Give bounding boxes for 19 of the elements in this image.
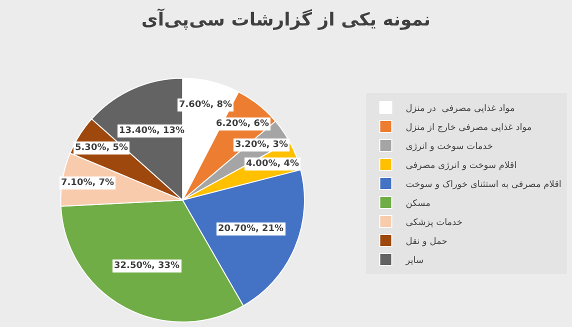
legend-label: خدمات سوخت و انرژی bbox=[406, 142, 493, 152]
data-label: 6.20%, 6% bbox=[216, 119, 270, 129]
legend-label: خدمات پزشکی bbox=[406, 218, 462, 228]
legend-label: مواد غذایی مصرفی در منزل bbox=[406, 104, 515, 114]
data-label: 5.30%, 5% bbox=[75, 143, 128, 153]
data-label: 7.10%, 7% bbox=[61, 178, 114, 188]
legend-label: مواد غذایی مصرفی خارج از منزل bbox=[406, 123, 532, 134]
legend-label: حمل و نقل bbox=[406, 237, 448, 248]
data-label: 3.20%, 3% bbox=[235, 140, 288, 150]
data-label: 7.60%, 8% bbox=[179, 100, 232, 110]
data-label: 32.50%, 33% bbox=[114, 261, 180, 271]
chart-title: نمونه یکی از گزارشات سی‌پی‌آی bbox=[141, 8, 431, 31]
legend-label: سایر bbox=[404, 256, 424, 266]
data-label: 13.40%, 13% bbox=[119, 126, 185, 136]
legend-label: اقلام سوخت و انرژی مصرفی bbox=[406, 161, 517, 172]
data-label: 20.70%, 21% bbox=[218, 224, 284, 234]
legend-label: مسکن bbox=[406, 199, 431, 210]
data-label: 4.00%, 4% bbox=[246, 159, 300, 169]
legend-label: اقلام مصرفی به استثنای خوراک و سوخت bbox=[406, 180, 562, 190]
